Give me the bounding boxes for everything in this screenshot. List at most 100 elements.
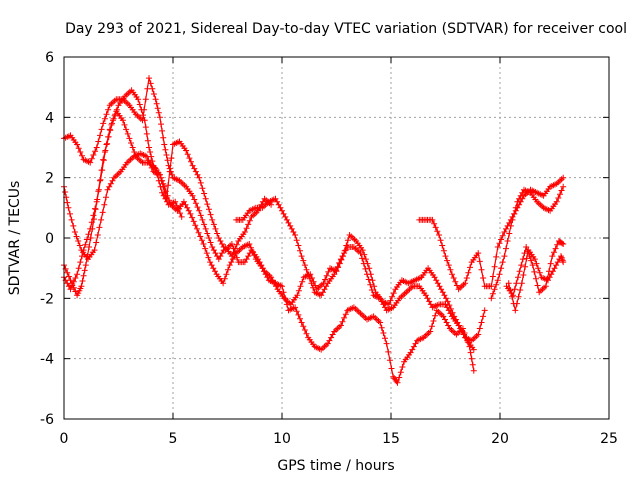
- data-point: [399, 364, 406, 370]
- data-point: [496, 240, 503, 247]
- y-tick-label: 6: [45, 50, 54, 66]
- data-point: [511, 286, 518, 293]
- data-point: [186, 155, 193, 162]
- data-point: [467, 264, 473, 271]
- data-point: [299, 278, 306, 285]
- data-point: [65, 273, 72, 280]
- data-point: [377, 319, 384, 326]
- data-point: [520, 272, 527, 278]
- series-track-5: [233, 195, 488, 344]
- data-point: [440, 313, 447, 320]
- data-point: [65, 204, 72, 211]
- data-point: [558, 187, 565, 194]
- data-point: [143, 153, 150, 160]
- data-point: [531, 268, 538, 275]
- data-point: [513, 280, 520, 287]
- data-point: [95, 138, 102, 145]
- data-point: [555, 195, 562, 201]
- data-point: [241, 229, 248, 235]
- data-point: [387, 297, 394, 304]
- data-point: [491, 263, 498, 270]
- data-point: [197, 179, 204, 186]
- data-point: [323, 272, 330, 279]
- data-point: [444, 257, 451, 264]
- data-point: [192, 200, 199, 207]
- data-point: [528, 257, 535, 264]
- data-point: [478, 319, 485, 326]
- data-point: [368, 287, 375, 293]
- data-point: [515, 274, 521, 281]
- data-point: [462, 280, 469, 287]
- data-point: [225, 266, 231, 273]
- data-point: [325, 268, 332, 275]
- data-point: [98, 216, 105, 223]
- data-point: [443, 295, 449, 302]
- data-point: [140, 112, 146, 119]
- data-point: [300, 323, 307, 330]
- data-point: [468, 355, 475, 362]
- data-point: [505, 280, 512, 287]
- data-point: [152, 96, 159, 103]
- data-point: [147, 80, 154, 87]
- data-point: [93, 198, 100, 205]
- data-point: [146, 75, 152, 82]
- data-point: [382, 335, 388, 342]
- data-point: [153, 100, 160, 107]
- data-point: [470, 367, 477, 374]
- data-point: [202, 225, 209, 232]
- data-point: [365, 276, 372, 283]
- data-point: [367, 281, 374, 288]
- data-point: [178, 213, 185, 220]
- data-point: [74, 141, 81, 148]
- data-point: [515, 293, 522, 300]
- data-point: [128, 140, 134, 146]
- data-point: [337, 322, 344, 329]
- data-point: [298, 319, 305, 326]
- data-point: [200, 241, 207, 247]
- data-point: [80, 247, 87, 254]
- data-point: [68, 216, 75, 223]
- data-point: [371, 283, 378, 290]
- data-point: [123, 126, 130, 133]
- data-point: [560, 259, 567, 266]
- data-point: [294, 292, 301, 299]
- data-point: [397, 369, 404, 376]
- data-point: [480, 275, 487, 281]
- data-point: [523, 244, 530, 250]
- data-point: [501, 253, 508, 260]
- x-tick-labels: 0 5 10 15 20 25: [60, 431, 618, 447]
- data-point: [165, 182, 172, 189]
- data-point: [465, 269, 472, 276]
- data-point: [344, 237, 351, 244]
- data-point: [209, 216, 216, 223]
- data-point: [160, 180, 167, 187]
- data-point: [357, 250, 364, 257]
- data-point: [201, 221, 208, 228]
- data-point: [488, 295, 495, 302]
- data-point: [361, 251, 368, 258]
- data-point: [432, 312, 439, 319]
- data-point: [282, 295, 289, 302]
- data-point: [424, 295, 431, 302]
- data-point: [67, 286, 74, 293]
- data-point: [341, 314, 348, 321]
- data-point: [467, 349, 474, 356]
- data-point: [135, 96, 142, 103]
- data-point: [518, 280, 525, 287]
- data-point: [534, 282, 541, 289]
- data-point: [339, 318, 346, 325]
- data-point: [488, 283, 495, 290]
- data-point: [157, 183, 164, 190]
- data-point: [385, 348, 392, 355]
- data-point: [301, 327, 308, 333]
- data-point: [308, 280, 315, 287]
- data-point: [168, 155, 175, 162]
- data-point: [69, 282, 76, 289]
- data-point: [88, 219, 95, 226]
- data-point: [522, 263, 529, 270]
- data-point: [369, 277, 376, 284]
- data-point: [205, 254, 212, 261]
- data-point: [377, 295, 384, 302]
- grid-lines: [64, 57, 609, 419]
- data-point: [83, 236, 90, 243]
